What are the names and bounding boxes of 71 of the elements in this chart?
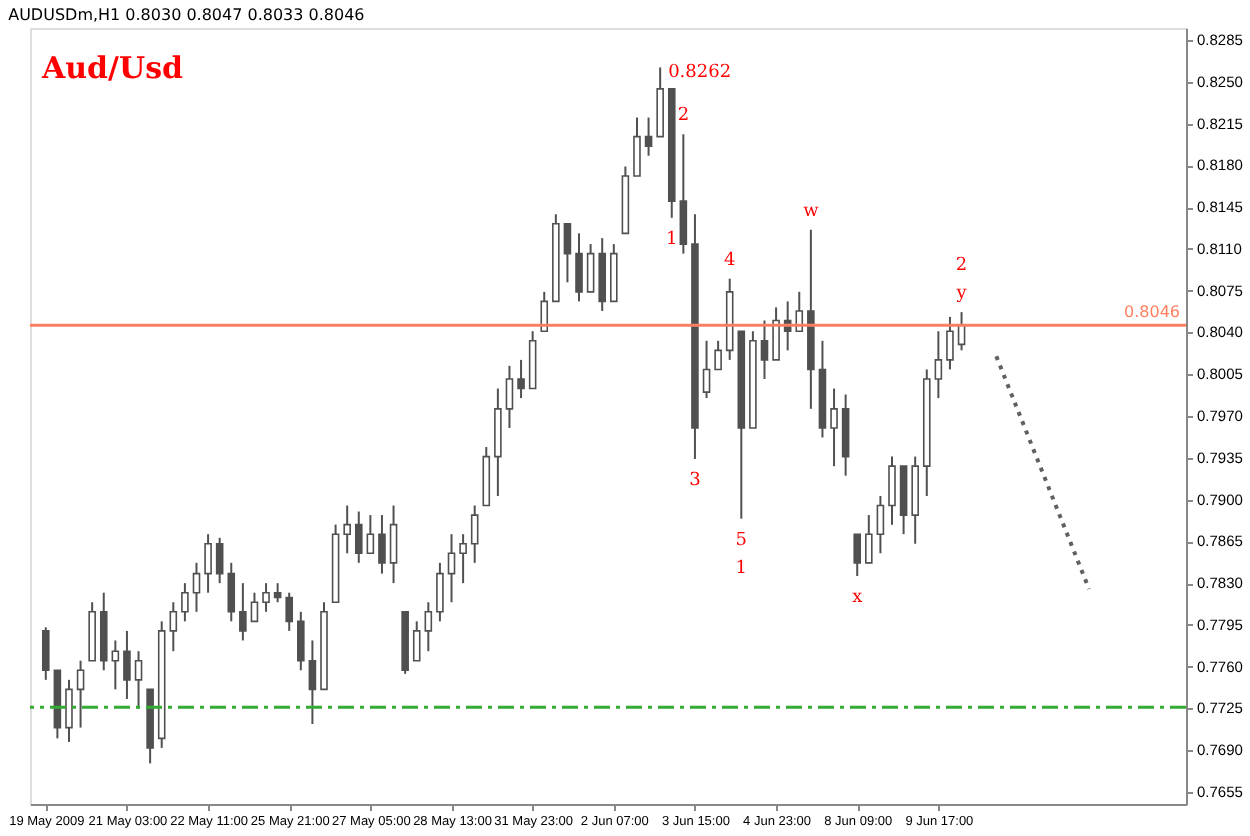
annotation: 1: [735, 558, 748, 579]
candlestick: [540, 290, 549, 333]
candlestick: [876, 494, 885, 555]
candlestick: [343, 504, 351, 555]
candlestick: [853, 533, 862, 577]
annotation: y: [954, 284, 969, 305]
candlestick: [459, 533, 467, 585]
annotation: 3: [689, 470, 702, 491]
candlestick: [192, 561, 201, 613]
candlestick: [181, 582, 189, 623]
candlestick: [865, 514, 873, 564]
candlestick: [598, 237, 606, 312]
candlestick: [841, 393, 850, 477]
candlestick: [204, 533, 212, 594]
candlestick: [436, 561, 444, 623]
candlestick: [354, 510, 363, 564]
candlestick: [42, 626, 50, 681]
candlestick: [366, 514, 375, 555]
annotation: Aud/Usd: [40, 50, 185, 86]
annotation: 0.8262: [668, 63, 732, 84]
candlestick: [169, 601, 178, 653]
candlestick: [586, 243, 595, 293]
candlestick: [946, 315, 954, 371]
candlestick: [273, 582, 282, 604]
candlestick: [215, 536, 224, 585]
candlestick: [610, 243, 618, 303]
candlestick: [563, 222, 572, 284]
annotation: 4: [723, 250, 736, 271]
candlestick: [517, 358, 525, 400]
candlestick: [308, 639, 317, 726]
candlestick: [262, 582, 270, 613]
candlestick: [644, 116, 653, 157]
candlestick: [528, 330, 537, 390]
annotation: 5: [735, 530, 748, 551]
annotation: w: [803, 201, 820, 222]
candlestick: [227, 561, 236, 623]
candlestick: [934, 330, 943, 400]
candlestick: [505, 364, 514, 429]
candlestick: [633, 116, 641, 178]
candlestick: [239, 582, 247, 642]
candlestick: [830, 387, 838, 468]
candlestick: [470, 504, 479, 564]
candlestick: [76, 659, 85, 729]
candlestick: [795, 290, 804, 333]
candlestick: [424, 601, 433, 653]
candlestick: [888, 455, 896, 526]
candlestick: [123, 629, 131, 700]
candlestick: [65, 678, 73, 743]
annotation: 2: [677, 106, 690, 127]
annotation: 2: [955, 256, 968, 277]
candlestick: [679, 133, 688, 255]
candlestick: [134, 650, 143, 710]
candlestick: [250, 591, 259, 623]
annotation: x: [852, 587, 863, 608]
candlestick: [656, 66, 664, 138]
candlestick: [760, 319, 769, 380]
candlestick: [447, 533, 456, 604]
candlestick: [575, 232, 583, 303]
candlestick: [702, 339, 711, 400]
candlestick: [772, 306, 780, 361]
candlestick: [111, 639, 120, 691]
chart-title: AUDUSDm,H1 0.8030 0.8047 0.8033 0.8046: [8, 6, 365, 24]
candlestick: [412, 620, 421, 662]
annotation: 1: [666, 229, 678, 250]
candlestick: [389, 504, 398, 585]
candlestick: [378, 514, 386, 575]
ref-line-label: 0.8046: [1124, 303, 1180, 322]
candlestick: [494, 387, 502, 497]
candlestick: [285, 591, 294, 632]
candlestick: [297, 610, 305, 672]
candlestick: [714, 339, 722, 371]
